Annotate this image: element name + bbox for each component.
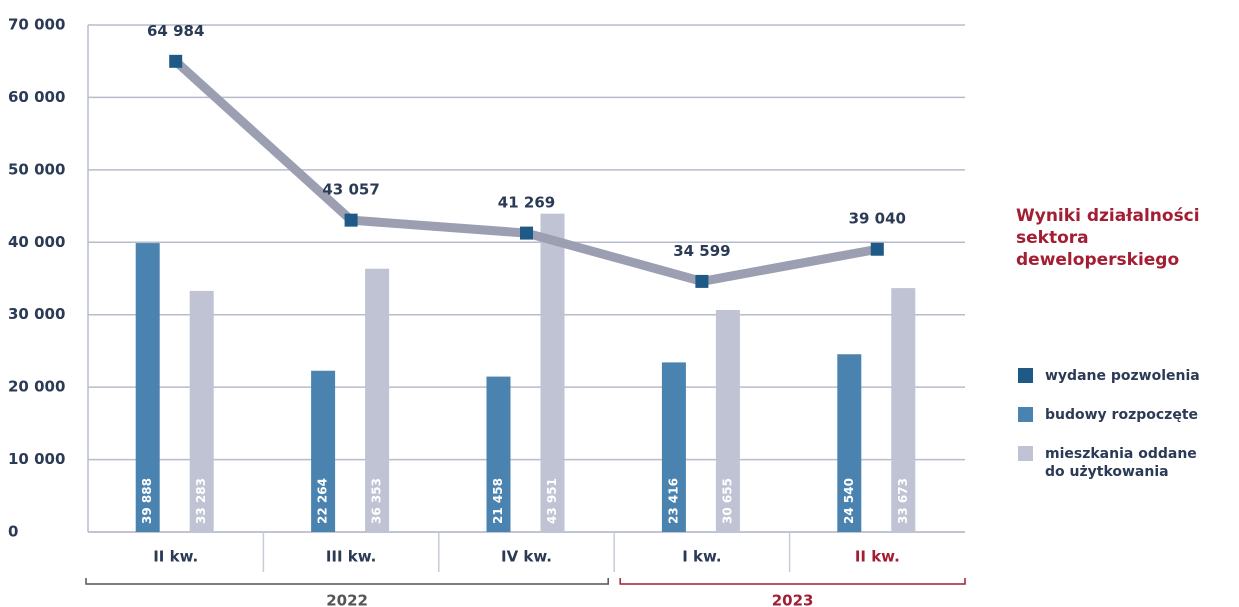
y-tick-label: 70 000 [8, 16, 65, 34]
line-marker [695, 274, 709, 288]
line-value-label: 43 057 [322, 181, 379, 199]
bar-value-label: 43 951 [545, 478, 559, 524]
legend-item: wydane pozwolenia [1018, 368, 1233, 385]
bar [661, 362, 686, 532]
y-tick-label: 50 000 [8, 160, 65, 178]
legend-item: mieszkania oddane do użytkowania [1018, 446, 1233, 481]
bar [837, 354, 862, 532]
group-label: 2023 [772, 592, 814, 607]
bar-value-label: 39 888 [140, 478, 154, 524]
y-tick-label: 40 000 [8, 233, 65, 251]
x-tick-label: IV kw. [501, 548, 552, 566]
bar-value-label: 36 353 [370, 478, 384, 524]
line-marker [520, 226, 533, 240]
x-tick-label: I kw. [682, 548, 721, 566]
y-tick-label: 30 000 [8, 305, 65, 323]
line-marker [344, 213, 358, 227]
legend-label: wydane pozwolenia [1045, 368, 1200, 384]
bar-value-label: 22 264 [316, 478, 330, 524]
bar-value-label: 24 540 [842, 478, 856, 524]
y-tick-label: 20 000 [8, 378, 65, 396]
x-tick-label: III kw. [326, 548, 377, 566]
line-value-label: 41 269 [498, 194, 555, 212]
line-value-label: 34 599 [673, 242, 730, 260]
legend-swatch [1018, 368, 1033, 383]
y-tick-label: 60 000 [8, 88, 65, 106]
group-label: 2022 [326, 592, 368, 607]
line-marker [870, 242, 884, 256]
bar [365, 268, 390, 532]
bar [891, 288, 916, 532]
legend-item: budowy rozpoczęte [1018, 407, 1233, 424]
line [172, 57, 879, 286]
legend-label: mieszkania oddane do użytkowania [1045, 446, 1197, 480]
y-tick-label: 10 000 [8, 450, 65, 468]
bar [135, 243, 160, 532]
bar [189, 290, 214, 532]
y-tick-label: 0 [8, 523, 18, 541]
bar [486, 376, 511, 532]
bar-value-label: 21 458 [491, 478, 505, 524]
group-bracket [619, 578, 966, 585]
bar-value-label: 23 416 [666, 478, 680, 524]
chart-title: Wyniki działalności sektora deweloperski… [1016, 206, 1200, 270]
bar [540, 213, 565, 532]
line-value-label: 64 984 [147, 22, 204, 40]
chart: 0 10 000 20 000 30 000 40 000 50 000 60 000 70 … [8, 16, 966, 607]
legend-label: budowy rozpoczęte [1045, 407, 1199, 423]
line-value-label: 39 040 [849, 210, 906, 228]
x-tick-label: II kw. [153, 548, 198, 566]
bar-value-label: 33 283 [194, 478, 208, 524]
bar-value-label: 30 655 [720, 478, 734, 524]
line-marker [169, 54, 183, 68]
bar-value-label: 33 673 [896, 478, 910, 524]
legend-swatch [1018, 446, 1033, 461]
legend-swatch [1018, 407, 1033, 422]
x-tick-label: II kw. [855, 548, 900, 566]
group-bracket [85, 578, 609, 585]
legend: wydane pozwolenia budowy rozpoczęte mieszk… [1018, 368, 1233, 503]
bar [715, 309, 740, 532]
bar [311, 370, 336, 532]
